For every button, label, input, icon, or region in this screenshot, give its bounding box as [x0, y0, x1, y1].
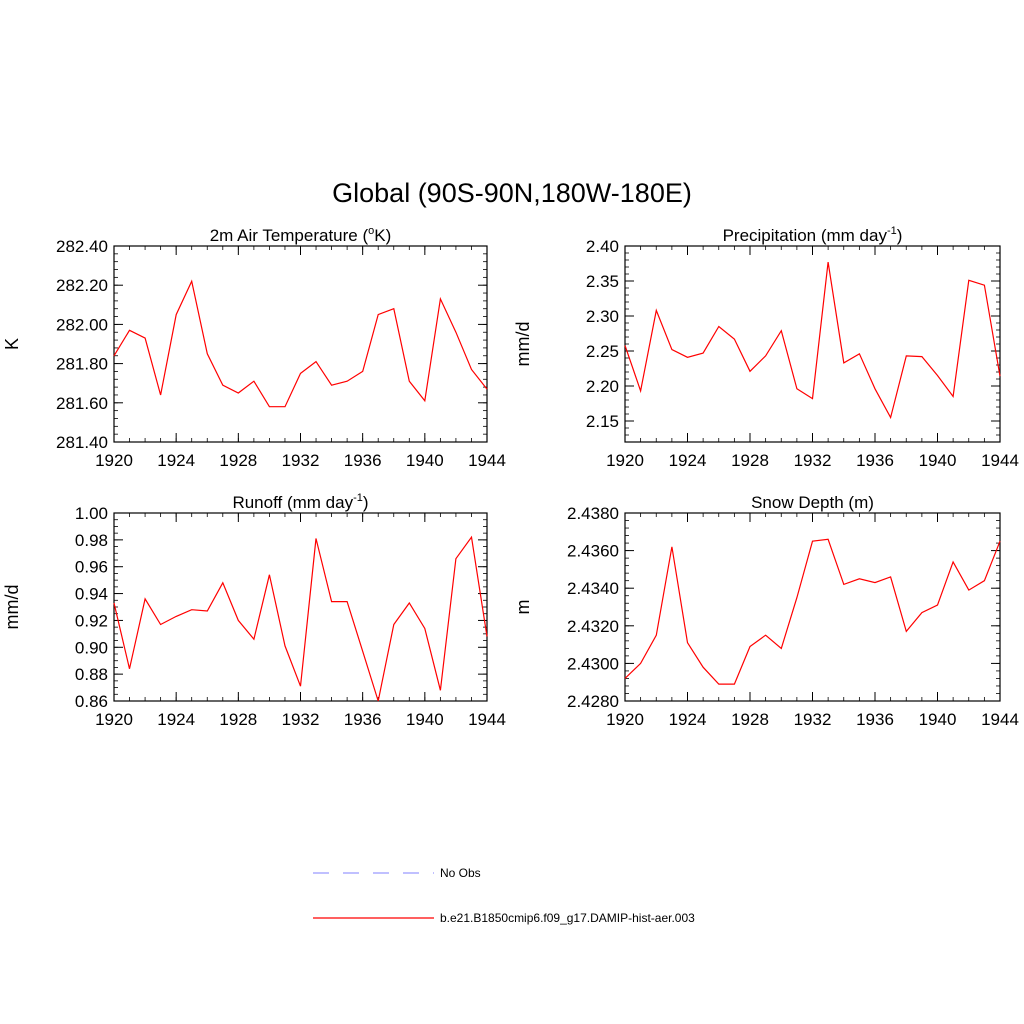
series-line [624, 538, 1001, 685]
y-axis-label: m [513, 600, 533, 615]
series-line [624, 262, 1001, 420]
panel-4: Snow Depth (m) m 2.4280 2.4300 2.4320 2.4340 2… [513, 493, 1019, 729]
x-tick-label: 1920 [606, 451, 644, 470]
x-tick-label: 1924 [157, 451, 195, 470]
y-axis-label: mm/d [513, 322, 533, 367]
x-tick-label: 1944 [981, 451, 1019, 470]
legend-entry: No Obs [313, 866, 481, 880]
y-axis-label: K [2, 338, 22, 350]
x-tick-label: 1928 [219, 710, 257, 729]
x-tick-label: 1936 [344, 710, 382, 729]
figure-title: Global (90S-90N,180W-180E) [332, 178, 692, 208]
panel-title: Snow Depth (m) [751, 493, 874, 512]
y-tick-label: 281.80 [56, 355, 108, 374]
y-tick-label: 281.60 [56, 394, 108, 413]
panels: 2m Air Temperature (oK) K 281.40 281.60 281.… [2, 225, 1019, 729]
y-tick-label: 0.90 [75, 638, 108, 657]
x-tick-label: 1924 [669, 451, 707, 470]
x-tick-label: 1940 [406, 451, 444, 470]
x-tick-label: 1924 [669, 710, 707, 729]
y-tick-label: 2.30 [586, 307, 619, 326]
x-tick-label: 1924 [157, 710, 195, 729]
y-tick-label: 2.20 [586, 377, 619, 396]
panel-title: 2m Air Temperature (oK) [210, 225, 392, 245]
y-tick-label: 2.4360 [567, 542, 619, 561]
x-tick-label: 1936 [856, 710, 894, 729]
y-tick-label: 2.40 [586, 237, 619, 256]
x-tick-label: 1932 [282, 451, 320, 470]
panel-title: Precipitation (mm day-1) [723, 225, 903, 245]
y-tick-label: 282.40 [56, 237, 108, 256]
panel-1: 2m Air Temperature (oK) K 281.40 281.60 281.… [2, 225, 506, 470]
y-tick-label: 1.00 [75, 504, 108, 523]
series-line [113, 535, 488, 702]
y-tick-label: 2.4300 [567, 654, 619, 673]
y-tick-label: 0.96 [75, 558, 108, 577]
x-tick-label: 1928 [731, 710, 769, 729]
y-tick-label: 0.86 [75, 692, 108, 711]
legend: No Obs b.e21.B1850cmip6.f09_g17.DAMIP-his… [313, 866, 695, 925]
x-tick-label: 1940 [406, 710, 444, 729]
x-tick-label: 1944 [468, 710, 506, 729]
plot-frame [113, 512, 488, 702]
x-tick-label: 1936 [344, 451, 382, 470]
y-tick-label: 282.20 [56, 276, 108, 295]
x-tick-label: 1920 [95, 710, 133, 729]
x-tick-label: 1940 [919, 710, 957, 729]
x-tick-label: 1932 [282, 710, 320, 729]
x-tick-label: 1928 [219, 451, 257, 470]
panel-title: Runoff (mm day-1) [232, 492, 368, 512]
y-axis-label: mm/d [2, 585, 22, 630]
x-tick-label: 1940 [919, 451, 957, 470]
panel-3: Runoff (mm day-1) mm/d 0.86 0.88 0.90 0.92 0.9… [2, 492, 506, 729]
x-tick-label: 1920 [606, 710, 644, 729]
y-tick-label: 2.4280 [567, 692, 619, 711]
y-tick-label: 2.4320 [567, 617, 619, 636]
x-tick-label: 1920 [95, 451, 133, 470]
y-tick-label: 0.88 [75, 665, 108, 684]
series-line [113, 279, 488, 408]
x-tick-label: 1944 [468, 451, 506, 470]
panel-2: Precipitation (mm day-1) mm/d 2.15 2.20 2.25… [513, 225, 1019, 470]
x-tick-label: 1944 [981, 710, 1019, 729]
legend-label: b.e21.B1850cmip6.f09_g17.DAMIP-hist-aer.… [440, 911, 695, 925]
legend-label: No Obs [440, 866, 481, 880]
y-tick-label: 2.4380 [567, 504, 619, 523]
y-tick-label: 2.4340 [567, 579, 619, 598]
x-tick-label: 1936 [856, 451, 894, 470]
x-tick-label: 1932 [794, 451, 832, 470]
legend-entry: b.e21.B1850cmip6.f09_g17.DAMIP-hist-aer.… [313, 911, 695, 925]
y-tick-label: 2.25 [586, 342, 619, 361]
plot-frame [624, 245, 1001, 443]
y-tick-label: 281.40 [56, 433, 108, 452]
y-tick-label: 282.00 [56, 315, 108, 334]
y-tick-label: 0.92 [75, 611, 108, 630]
x-tick-label: 1932 [794, 710, 832, 729]
y-tick-label: 0.94 [75, 585, 108, 604]
y-tick-label: 0.98 [75, 531, 108, 550]
y-tick-label: 2.15 [586, 412, 619, 431]
x-tick-label: 1928 [731, 451, 769, 470]
y-tick-label: 2.35 [586, 272, 619, 291]
